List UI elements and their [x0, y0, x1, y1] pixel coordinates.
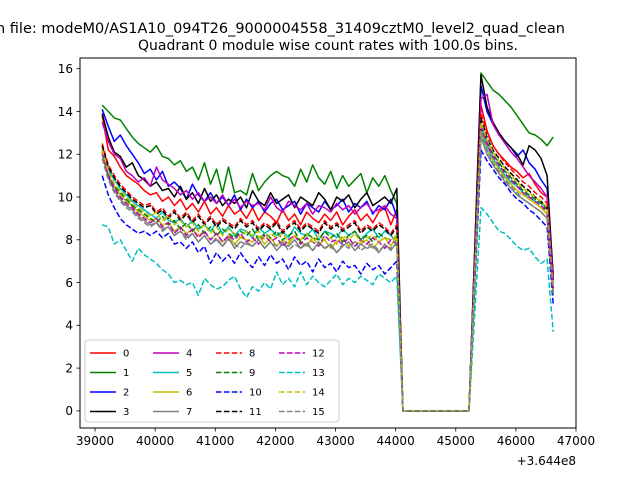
- y-tick-label-0: 0: [65, 404, 73, 418]
- x-tick-label-46000: 46000: [497, 434, 535, 448]
- legend-label-5: 5: [186, 368, 192, 379]
- series-line-14: [101, 121, 554, 412]
- x-tick-label-39000: 39000: [76, 434, 114, 448]
- x-tick-label-45000: 45000: [437, 434, 475, 448]
- legend-label-14: 14: [312, 388, 325, 399]
- legend-label-12: 12: [312, 349, 325, 360]
- y-tick-label-2: 2: [65, 361, 73, 375]
- y-axis: 0 2 4 6 8 10 12 14 16: [58, 62, 80, 418]
- y-tick-label-8: 8: [65, 233, 73, 247]
- x-tick-label-41000: 41000: [196, 434, 234, 448]
- series-line-10: [101, 149, 554, 412]
- figure-suptitle: n file: modeM0/AS1A10_094T26_9000004558_…: [0, 21, 565, 37]
- x-tick-label-44000: 44000: [377, 434, 415, 448]
- series-line-12: [101, 125, 554, 412]
- series-line-2: [101, 85, 554, 412]
- x-tick-label-40000: 40000: [136, 434, 174, 448]
- x-axis: 39000 40000 41000 42000 43000 44000 45000 46000…: [76, 428, 595, 448]
- x-tick-label-42000: 42000: [256, 434, 294, 448]
- legend-label-7: 7: [186, 407, 192, 418]
- x-offset-label: +3.644e8: [517, 454, 576, 468]
- legend-label-10: 10: [249, 388, 262, 399]
- series-line-11: [101, 117, 554, 412]
- series-line-15: [101, 132, 554, 412]
- series-line-3: [101, 74, 554, 412]
- y-tick-label-16: 16: [58, 62, 73, 76]
- series-line-5: [101, 127, 554, 412]
- legend-label-9: 9: [249, 368, 255, 379]
- x-tick-label-43000: 43000: [316, 434, 354, 448]
- y-tick-label-6: 6: [65, 276, 73, 290]
- legend-label-6: 6: [186, 388, 192, 399]
- legend-label-13: 13: [312, 368, 325, 379]
- y-tick-label-10: 10: [58, 190, 73, 204]
- legend-frame: [84, 339, 340, 423]
- series-line-1: [101, 72, 554, 412]
- legend-label-3: 3: [123, 407, 129, 418]
- legend-label-1: 1: [123, 368, 129, 379]
- legend-label-4: 4: [186, 349, 192, 360]
- legend-label-15: 15: [312, 407, 325, 418]
- legend-label-11: 11: [249, 407, 262, 418]
- legend-label-8: 8: [249, 349, 255, 360]
- legend-label-0: 0: [123, 349, 129, 360]
- y-tick-label-14: 14: [58, 105, 73, 119]
- series-line-13: [101, 206, 554, 412]
- legend-label-2: 2: [123, 388, 129, 399]
- series-line-4: [101, 93, 554, 412]
- chart-title: Quadrant 0 module wise count rates with …: [138, 38, 518, 54]
- y-tick-label-4: 4: [65, 319, 73, 333]
- y-tick-label-12: 12: [58, 148, 73, 162]
- plot-lines: [101, 72, 554, 412]
- x-tick-label-47000: 47000: [557, 434, 595, 448]
- plot-frame: [79, 57, 577, 429]
- series-line-8: [101, 112, 554, 412]
- series-line-9: [101, 123, 554, 412]
